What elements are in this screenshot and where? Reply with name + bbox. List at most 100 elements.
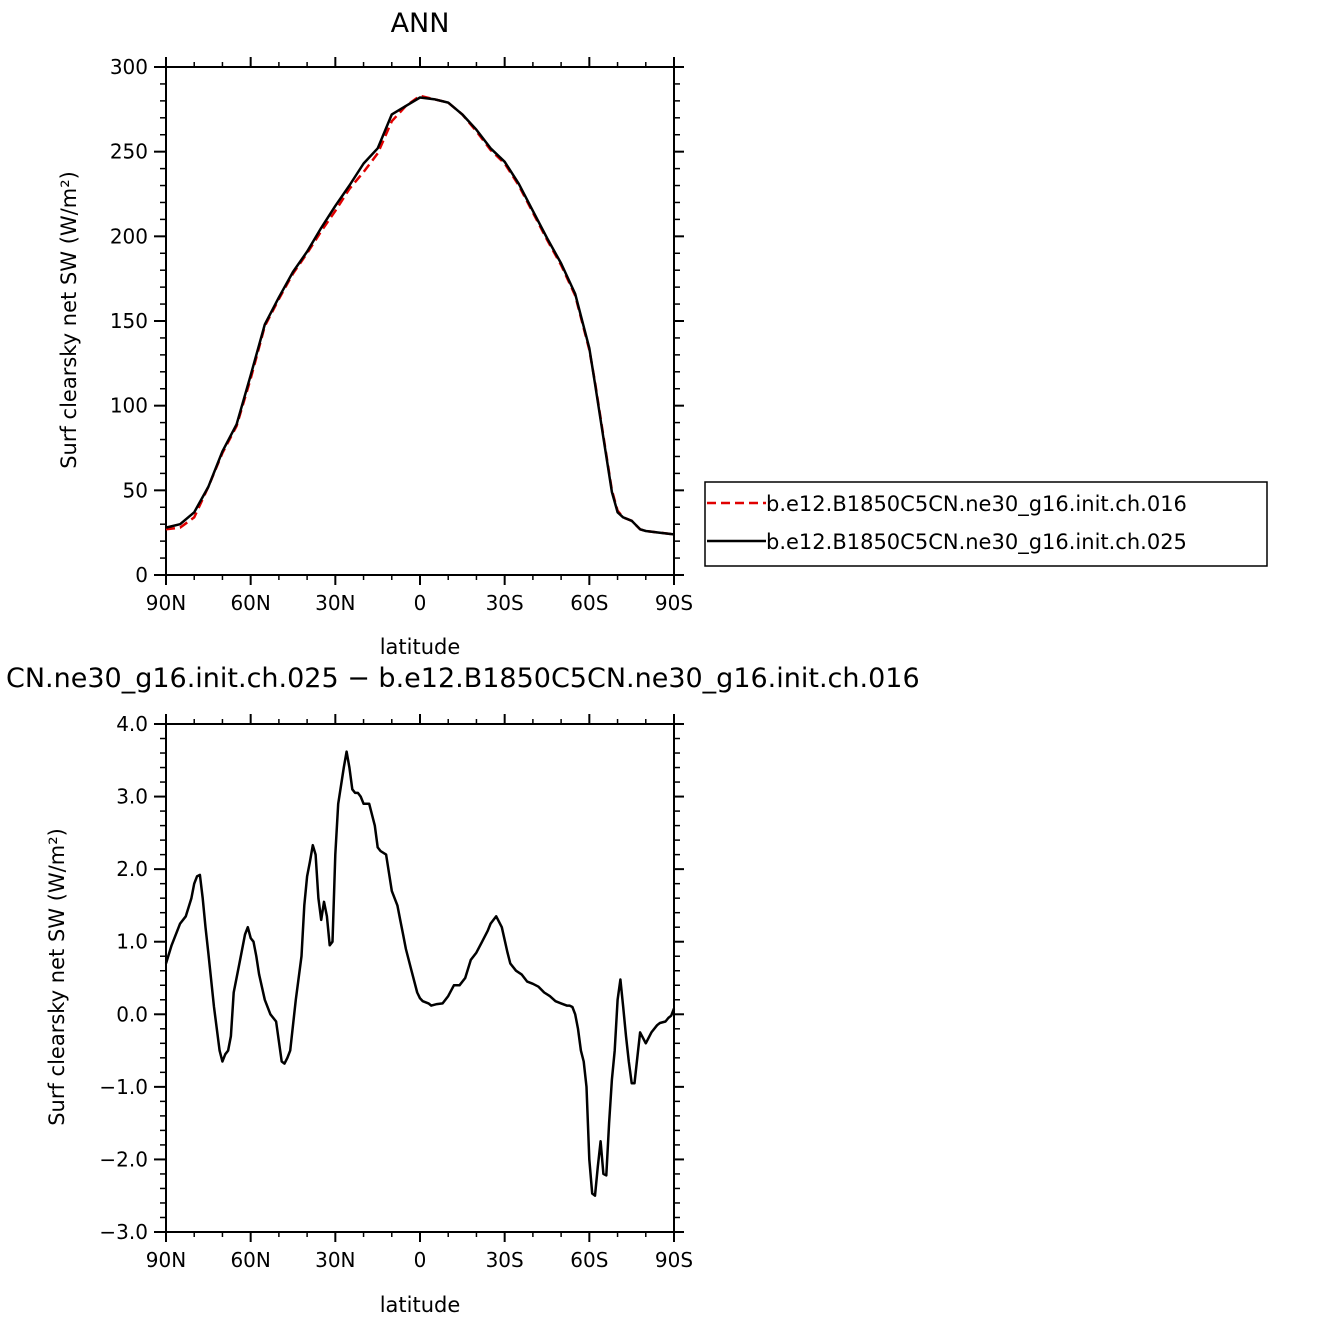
- data-point: [233, 991, 235, 993]
- data-point: [670, 1015, 672, 1017]
- data-point: [441, 1002, 443, 1004]
- data-point: [602, 437, 604, 439]
- data-point: [348, 766, 350, 768]
- data-point: [306, 250, 308, 252]
- data-point: [591, 1192, 593, 1194]
- top-panel-y-tick-labels: 0 50 100 150 200 250 300: [110, 55, 148, 587]
- data-point: [518, 183, 520, 185]
- data-point: [357, 792, 359, 794]
- data-point: [179, 922, 181, 924]
- x-tick-label: 0: [414, 591, 427, 615]
- data-point: [489, 922, 491, 924]
- bottom-panel-x-axis-label: latitude: [380, 1293, 461, 1317]
- data-point: [320, 919, 322, 921]
- data-point: [636, 1057, 638, 1059]
- data-point: [673, 1007, 675, 1009]
- data-point: [320, 227, 322, 229]
- data-point: [588, 347, 590, 349]
- data-point: [611, 1078, 613, 1080]
- data-point: [515, 970, 517, 972]
- data-point: [207, 951, 209, 953]
- data-point: [568, 1004, 570, 1006]
- data-point: [622, 516, 624, 518]
- data-point: [673, 533, 675, 535]
- data-point: [360, 795, 362, 797]
- data-point: [605, 1174, 607, 1176]
- data-point: [506, 951, 508, 953]
- top-panel-y-axis-label: Surf clearsky net SW (W/m²): [57, 171, 81, 469]
- data-point: [193, 516, 195, 518]
- data-point: [224, 1053, 226, 1055]
- data-point: [193, 883, 195, 885]
- top-panel-title: ANN: [391, 8, 450, 39]
- data-point: [509, 962, 511, 964]
- top-panel-x-tick-labels: 90N 60N 30N 0 30S 60S 90S: [146, 591, 693, 615]
- data-point: [227, 1049, 229, 1051]
- data-point: [199, 874, 201, 876]
- y-tick-label: 50: [123, 478, 148, 502]
- data-point: [345, 750, 347, 752]
- data-point: [351, 788, 353, 790]
- data-point: [520, 973, 522, 975]
- data-point: [594, 1195, 596, 1197]
- data-point: [419, 997, 421, 999]
- data-point: [405, 948, 407, 950]
- data-point: [645, 530, 647, 532]
- data-point: [574, 1013, 576, 1015]
- x-tick-label: 90S: [655, 591, 693, 615]
- data-point: [427, 1002, 429, 1004]
- y-tick-label: 250: [110, 140, 148, 164]
- data-point: [458, 984, 460, 986]
- y-tick-label: 1.0: [116, 930, 148, 954]
- data-point: [264, 999, 266, 1001]
- bottom-panel-title: CN.ne30_g16.init.ch.025 − b.e12.B1850C5C…: [6, 663, 920, 694]
- data-point: [221, 450, 223, 452]
- data-point: [405, 105, 407, 107]
- y-tick-label: 2.0: [116, 857, 148, 881]
- data-point: [230, 1035, 232, 1037]
- x-tick-label: 30S: [486, 591, 524, 615]
- y-tick-label: 0.0: [116, 1002, 148, 1026]
- data-point: [204, 926, 206, 928]
- data-point: [247, 926, 249, 928]
- data-point: [470, 959, 472, 961]
- data-point: [312, 844, 314, 846]
- data-point: [436, 1003, 438, 1005]
- data-point: [631, 520, 633, 522]
- data-point: [221, 1060, 223, 1062]
- x-tick-label: 60S: [570, 1248, 608, 1272]
- bottom-panel-x-tick-labels: 90N 60N 30N 0 30S 60S 90S: [146, 1248, 693, 1272]
- data-point: [546, 237, 548, 239]
- x-tick-label: 60N: [230, 1248, 270, 1272]
- data-point: [501, 926, 503, 928]
- data-point: [235, 423, 237, 425]
- y-tick-label: −3.0: [99, 1220, 148, 1244]
- data-point: [447, 995, 449, 997]
- data-point: [464, 977, 466, 979]
- data-point: [549, 995, 551, 997]
- data-point: [244, 933, 246, 935]
- data-point: [385, 853, 387, 855]
- data-point: [283, 1062, 285, 1064]
- data-point: [326, 915, 328, 917]
- data-point: [165, 526, 167, 528]
- data-point: [633, 1082, 635, 1084]
- data-point: [396, 904, 398, 906]
- legend: b.e12.B1850C5CN.ne30_g16.init.ch.016 b.e…: [704, 481, 1268, 567]
- data-point: [193, 511, 195, 513]
- data-point: [218, 1049, 220, 1051]
- x-tick-label: 60S: [570, 591, 608, 615]
- data-point: [645, 1042, 647, 1044]
- data-point: [650, 1031, 652, 1033]
- x-tick-label: 90S: [655, 1248, 693, 1272]
- series-line-0: [164, 750, 676, 1197]
- bottom-panel-series-lines: [164, 750, 676, 1197]
- data-point: [374, 824, 376, 826]
- data-point: [537, 986, 539, 988]
- data-point: [391, 120, 393, 122]
- data-point: [269, 1013, 271, 1015]
- data-point: [329, 944, 331, 946]
- top-panel-series-lines: [165, 94, 675, 536]
- data-point: [362, 803, 364, 805]
- data-point: [377, 147, 379, 149]
